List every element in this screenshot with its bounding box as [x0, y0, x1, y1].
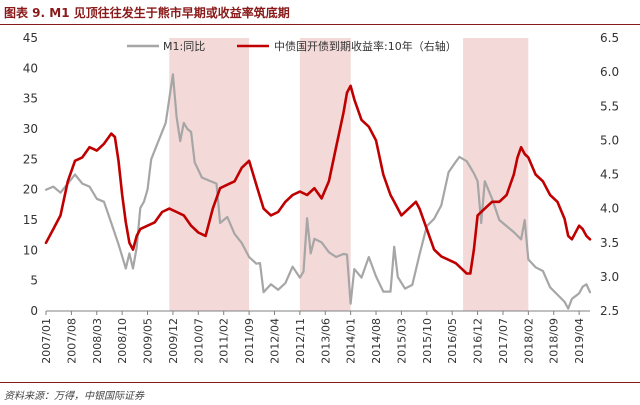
right-axis-tick-label: 6.0: [600, 65, 619, 79]
left-axis-tick-label: 30: [23, 122, 38, 136]
shaded-periods: [169, 38, 529, 311]
right-axis-tick-label: 4.0: [600, 202, 619, 216]
x-tick-label: 2015/10: [421, 318, 434, 364]
x-tick-label: 2015/03: [395, 318, 408, 364]
left-axis-tick-label: 25: [23, 152, 38, 166]
right-axis-tick-label: 4.5: [600, 168, 619, 182]
source-note: 资料来源：万得，中银国际证券: [4, 391, 144, 402]
right-axis-tick-label: 6.5: [600, 31, 619, 45]
x-tick-label: 2018/02: [522, 318, 535, 364]
m1-yoy-line: [44, 73, 592, 310]
x-tick-label: 2013/06: [319, 318, 332, 364]
x-tick-label: 2009/05: [142, 318, 155, 364]
shaded-period: [169, 38, 250, 311]
series-lines: [44, 73, 592, 310]
header: 图表 9. M1 见顶往往发生于熊市早期或收益率筑底期: [0, 0, 640, 26]
x-tick-label: 2010/07: [192, 318, 205, 364]
legend: M1:同比 中债国开债到期收益率:10年（右轴）: [127, 39, 457, 53]
shaded-period: [299, 38, 351, 311]
shaded-period: [463, 38, 529, 311]
left-axis-tick-label: 20: [23, 183, 38, 197]
x-tick-label: 2017/07: [497, 318, 510, 364]
left-axis-tick-label: 10: [23, 243, 38, 257]
x-tick-label: 2012/11: [294, 318, 307, 364]
left-axis-tick-label: 5: [30, 274, 38, 288]
left-axis-tick-label: 35: [23, 92, 38, 106]
footer-rule: [0, 382, 640, 383]
x-axis: 2007/01 2007/08 2008/03 2008/10 2009/05 2009/…: [40, 310, 590, 364]
left-axis-tick-label: 15: [23, 213, 38, 227]
x-tick-label: 2007/01: [40, 318, 53, 364]
x-tick-label: 2018/09: [548, 318, 561, 364]
figure-title: 图表 9. M1 见顶往往发生于熊市早期或收益率筑底期: [4, 6, 290, 20]
legend-yield-label: 中债国开债到期收益率:10年（右轴）: [274, 39, 457, 53]
x-tick-label: 2011/02: [218, 318, 231, 364]
x-tick-label: 2007/08: [65, 318, 78, 364]
x-tick-label: 2012/04: [268, 318, 281, 364]
header-rule: [0, 24, 640, 25]
cdb-10y-yield-line: [44, 84, 592, 275]
right-axis-tick-label: 5.5: [600, 99, 619, 113]
x-tick-label: 2016/12: [472, 318, 485, 364]
left-axis-labels: 0 5 10 15 20 25 30 35 40 45: [23, 31, 38, 318]
x-tick-label: 2016/05: [446, 318, 459, 364]
right-axis-tick-label: 2.5: [600, 304, 619, 318]
legend-m1-label: M1:同比: [163, 40, 205, 53]
right-axis-labels: 2.5 3.0 3.5 4.0 4.5 5.0 5.5 6.0 6.5: [600, 31, 619, 318]
x-tick-label: 2014/01: [345, 318, 358, 364]
x-tick-label: 2011/09: [243, 318, 256, 364]
left-axis-tick-label: 40: [23, 61, 38, 75]
right-axis-tick-label: 3.0: [600, 270, 619, 284]
x-tick-label: 2014/08: [370, 318, 383, 364]
x-tick-label: 2008/10: [116, 318, 129, 364]
left-axis-tick-label: 0: [30, 304, 38, 318]
right-axis-tick-label: 5.0: [600, 133, 619, 147]
x-tick-label: 2009/12: [167, 318, 180, 364]
chart: 0 5 10 15 20 25 30 35 40 45 2.5 3.0 3.5 4.0 4.5 5.0 5.5…: [23, 31, 619, 364]
right-axis-tick-label: 3.5: [600, 236, 619, 250]
left-axis-tick-label: 45: [23, 31, 38, 45]
x-tick-label: 2019/04: [573, 318, 586, 364]
x-tick-label: 2008/03: [91, 318, 104, 364]
